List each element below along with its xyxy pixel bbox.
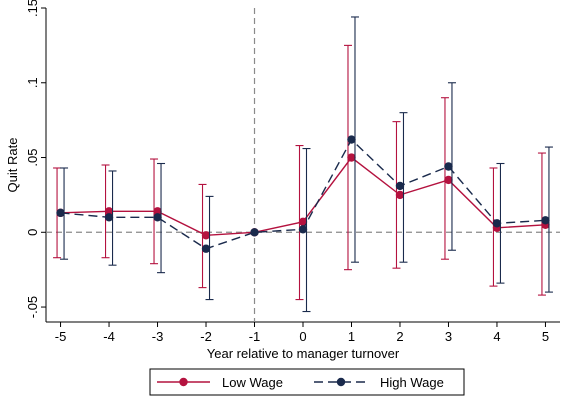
x-tick-label: 1	[348, 329, 355, 344]
high-wage-point	[492, 219, 502, 228]
low-wage-point	[153, 207, 162, 216]
high-wage-point	[153, 213, 162, 222]
low-wage-point	[395, 190, 405, 200]
high-wage-point	[250, 228, 259, 237]
y-tick-label: .05	[25, 148, 40, 166]
low-wage-point	[201, 231, 211, 240]
legend-box	[149, 368, 465, 396]
x-tick-label: 5	[542, 329, 549, 344]
x-tick-label: 2	[396, 329, 403, 344]
x-tick-label: -4	[103, 329, 115, 344]
x-tick-label: -3	[152, 329, 164, 344]
high-wage-point	[541, 216, 550, 225]
y-tick-label: -.05	[25, 296, 40, 318]
y-tick-label: .1	[25, 77, 40, 88]
x-tick-label: 3	[445, 329, 452, 344]
high-wage-point	[298, 225, 308, 234]
low-wage-point	[104, 207, 114, 216]
x-tick-label: -5	[55, 329, 67, 344]
x-tick-label: -1	[249, 329, 261, 344]
y-tick-label: 0	[25, 229, 40, 236]
x-tick-label: 4	[493, 329, 500, 344]
high-wage-point	[104, 213, 114, 222]
x-axis-title: Year relative to manager turnover	[207, 346, 400, 361]
y-tick-label: .15	[25, 0, 40, 17]
legend-low-wage-label: Low Wage	[222, 375, 283, 390]
legend-high-wage-marker	[336, 377, 346, 387]
legend-high-wage-label: High Wage	[380, 375, 444, 390]
legend-low-wage-marker	[179, 377, 188, 387]
low-wage-point	[444, 175, 453, 185]
high-wage-point	[395, 181, 405, 191]
high-wage-point	[444, 162, 453, 171]
high-wage-point	[347, 135, 356, 144]
y-axis-title: Quit Rate	[5, 138, 20, 193]
low-wage-point	[298, 217, 308, 227]
high-wage-point	[56, 208, 65, 218]
low-wage-point	[347, 153, 356, 162]
high-wage-point	[201, 244, 211, 253]
x-tick-label: -2	[200, 329, 212, 344]
x-tick-label: 0	[299, 329, 306, 344]
